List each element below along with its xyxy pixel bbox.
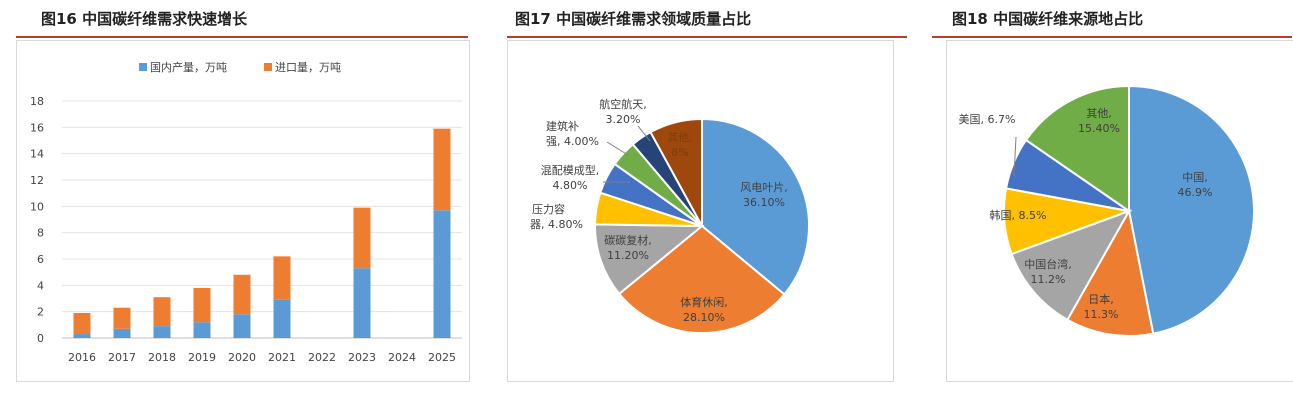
legend-label: 进口量，万吨 xyxy=(275,61,341,74)
y-tick-label: 8 xyxy=(37,227,44,240)
x-tick-label: 2023 xyxy=(348,351,376,364)
x-tick-label: 2024 xyxy=(388,351,416,364)
y-tick-label: 10 xyxy=(30,200,44,213)
bar-segment xyxy=(153,326,171,338)
legend-label: 国内产量，万吨 xyxy=(150,60,227,74)
slice-label: 韩国, 8.5% xyxy=(990,208,1047,222)
legend-swatch xyxy=(139,63,147,71)
bar-segment xyxy=(353,207,371,269)
x-tick-label: 2017 xyxy=(108,351,136,364)
pie-slices xyxy=(593,117,810,334)
y-tick-label: 14 xyxy=(30,148,44,161)
fig18-pie-chart: 中国, 46.9% 日本, 11.3% 中国台湾, 11.2% 韩国, 8.5% 美国, 6.… xyxy=(959,84,1255,337)
pie-slice xyxy=(701,117,810,296)
y-tick-label: 16 xyxy=(30,121,44,134)
slice-label: 其他, xyxy=(667,131,693,144)
bar-segment xyxy=(353,268,371,338)
slice-label: 压力容 xyxy=(532,202,565,216)
pie-slice xyxy=(617,224,786,334)
bar-segment xyxy=(433,128,451,211)
x-tick-label: 2019 xyxy=(188,351,216,364)
slice-label: 其他, xyxy=(1086,107,1112,120)
slice-label: 美国, 6.7% xyxy=(959,113,1016,126)
bar-segment xyxy=(193,287,211,323)
bar-segment xyxy=(433,210,451,338)
x-tick-label: 2020 xyxy=(228,351,256,364)
bar-segment xyxy=(193,322,211,338)
slice-label: 航空航天, xyxy=(599,97,647,111)
fig16-title-rule xyxy=(16,36,468,38)
fig17-title-rule xyxy=(507,36,907,38)
slice-label: 建筑补 xyxy=(546,119,579,133)
fig18-title: 图18 中国碳纤维来源地占比 xyxy=(952,10,1144,28)
y-tick-label: 6 xyxy=(37,253,44,266)
x-tick-label: 2016 xyxy=(68,351,96,364)
x-tick-label: 2021 xyxy=(268,351,296,364)
pie-slice xyxy=(594,223,705,296)
slice-label: 日本, xyxy=(1088,292,1114,306)
slice-value-label: 28.10% xyxy=(683,311,725,324)
slice-value-label: 36.10% xyxy=(743,196,785,209)
y-tick-label: 18 xyxy=(30,95,44,108)
slice-value-label: 11.3% xyxy=(1084,308,1119,321)
slice-label: 中国, xyxy=(1182,171,1208,184)
slice-value-label: 3.20% xyxy=(606,113,641,126)
slice-label: 碳碳复材, xyxy=(604,233,652,247)
y-tick-label: 0 xyxy=(37,332,44,345)
slice-value-label: 46.9% xyxy=(1178,186,1213,199)
slice-value-label: 11.20% xyxy=(607,249,649,262)
pie-slice xyxy=(1010,209,1132,322)
fig18-title-rule xyxy=(932,36,1292,38)
fig16-bar-chart: 0 2 4 6 8 10 12 14 16 18 国内产量，万吨 进口量，万吨 2016 2017 2018… xyxy=(30,60,462,364)
bar-segment xyxy=(113,307,131,329)
fig17-title: 图17 中国碳纤维需求领域质量占比 xyxy=(515,10,752,28)
bar-segment xyxy=(73,334,91,338)
slice-label: 体育休闲, xyxy=(680,295,728,309)
slice-value-label: 15.40% xyxy=(1078,122,1120,135)
x-tick-label: 2018 xyxy=(148,351,176,364)
bar-segment xyxy=(233,274,251,315)
slice-label: 混配模成型, xyxy=(541,163,600,177)
pie-slice xyxy=(1024,84,1130,213)
y-tick-label: 2 xyxy=(37,306,44,319)
slice-label: 风电叶片, xyxy=(740,181,788,194)
pie-slice xyxy=(1066,208,1155,337)
bar-segment xyxy=(273,256,291,300)
bar-segment xyxy=(273,299,291,338)
leader-line xyxy=(606,141,629,156)
pie-slice xyxy=(649,117,703,227)
y-tick-label: 4 xyxy=(37,279,44,292)
slice-value-label: 器, 4.80% xyxy=(530,218,583,231)
slice-value-label: 强, 4.00% xyxy=(546,135,599,148)
bar-segment xyxy=(113,328,131,338)
y-tick-label: 12 xyxy=(30,174,44,187)
leader-line xyxy=(1013,136,1017,177)
slice-label: 中国台湾, xyxy=(1024,257,1072,271)
fig16-title: 图16 中国碳纤维需求快速增长 xyxy=(41,10,248,28)
pie-slice xyxy=(1128,84,1255,335)
pie-slices xyxy=(1003,84,1255,337)
slice-value-label: 4.80% xyxy=(553,179,588,192)
legend-swatch xyxy=(264,63,272,71)
slice-value-label: 8% xyxy=(671,146,688,159)
fig16-chart-frame: 0 2 4 6 8 10 12 14 16 18 国内产量，万吨 进口量，万吨 2016 2017 2018… xyxy=(16,40,470,382)
leader-line xyxy=(637,125,651,142)
x-tick-label: 2025 xyxy=(428,351,456,364)
bar-segment xyxy=(153,297,171,327)
x-tick-label: 2022 xyxy=(308,351,336,364)
bar-segment xyxy=(233,314,251,338)
fig17-chart-frame: 风电叶片, 36.10% 体育休闲, 28.10% 碳碳复材, 11.20% 压力容器, 4… xyxy=(507,40,894,382)
bar-segment xyxy=(73,312,91,335)
slice-value-label: 11.2% xyxy=(1031,273,1066,286)
fig18-chart-frame: 中国, 46.9% 日本, 11.3% 中国台湾, 11.2% 韩国, 8.5% 美国, 6.… xyxy=(946,40,1293,382)
